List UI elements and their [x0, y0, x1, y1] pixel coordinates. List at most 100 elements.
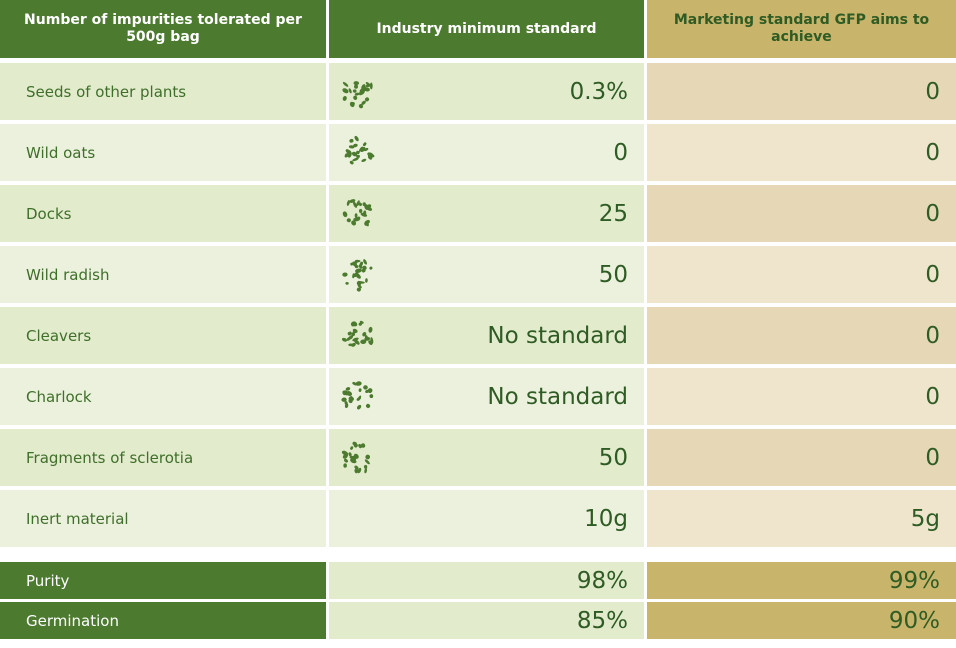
seed	[354, 212, 358, 218]
seed	[369, 266, 373, 270]
seed	[365, 277, 368, 283]
seed	[344, 400, 348, 405]
seed	[366, 403, 371, 408]
summary-label: Germination	[0, 602, 326, 639]
seed	[358, 202, 363, 206]
seed	[357, 280, 365, 284]
gfp-value: 0	[647, 246, 956, 303]
seed	[352, 381, 357, 385]
seed	[366, 206, 373, 211]
seed	[353, 143, 358, 147]
seed	[356, 150, 360, 154]
seed	[352, 272, 355, 278]
gfp-value: 0	[647, 185, 956, 242]
seed	[346, 336, 351, 341]
seed	[354, 465, 359, 470]
seed	[350, 101, 355, 105]
seed	[360, 442, 366, 448]
seed	[364, 334, 368, 339]
seed	[354, 468, 359, 473]
seed	[361, 268, 366, 272]
seed	[362, 141, 367, 146]
seed	[343, 462, 347, 468]
row-label: Cleavers	[0, 307, 326, 364]
seed	[356, 404, 362, 409]
industry-value: No standard	[329, 368, 644, 425]
industry-value: 0	[329, 124, 644, 181]
seed	[364, 467, 368, 473]
summary-label: Purity	[0, 562, 326, 599]
seed	[362, 201, 366, 206]
seed	[357, 283, 362, 288]
summary-industry: 98%	[329, 562, 644, 599]
seed	[356, 216, 361, 221]
seed	[348, 87, 352, 93]
seed	[348, 395, 353, 400]
seed	[352, 320, 358, 326]
seed	[346, 199, 350, 206]
seed	[362, 209, 367, 217]
summary-gfp: 90%	[647, 602, 956, 639]
industry-value: 10g	[329, 490, 644, 547]
seed	[359, 88, 364, 93]
seed-icon	[344, 135, 375, 164]
row-label: Wild oats	[0, 124, 326, 181]
industry-value: 50	[329, 246, 644, 303]
seed	[354, 135, 359, 141]
seed-icon	[341, 380, 374, 409]
seed	[341, 396, 347, 402]
seed	[352, 88, 357, 93]
seed-icon	[341, 441, 371, 473]
seed	[368, 326, 373, 333]
seed	[365, 84, 370, 88]
seed	[360, 339, 367, 344]
seed	[353, 95, 358, 100]
gfp-value: 0	[647, 429, 956, 486]
gfp-value: 5g	[647, 490, 956, 547]
seed	[357, 467, 362, 473]
seed	[344, 458, 348, 463]
row-label: Docks	[0, 185, 326, 242]
seed	[356, 287, 361, 292]
header-cell: Industry minimum standard	[329, 0, 644, 58]
seed	[361, 100, 366, 105]
gfp-value: 0	[647, 63, 956, 120]
seed	[355, 267, 362, 273]
seed	[362, 331, 367, 336]
seed	[358, 264, 363, 269]
seed	[369, 393, 374, 398]
seed	[342, 95, 347, 101]
seed	[348, 343, 354, 346]
seed	[358, 387, 362, 392]
seed	[370, 336, 374, 344]
seed	[344, 152, 349, 158]
row-label: Charlock	[0, 368, 326, 425]
industry-value: 50	[329, 429, 644, 486]
seed	[342, 390, 347, 395]
row-label: Wild radish	[0, 246, 326, 303]
seed	[356, 199, 360, 206]
seed	[363, 464, 368, 469]
seed	[349, 160, 354, 164]
seed	[352, 157, 359, 161]
seed	[347, 331, 352, 335]
seed	[352, 441, 357, 445]
seed	[368, 153, 375, 157]
seed	[354, 84, 359, 89]
seed	[356, 154, 360, 158]
seed	[355, 272, 361, 279]
seed	[355, 380, 362, 386]
seed	[342, 210, 348, 217]
header-cell: Number of impurities tolerated per 500g …	[0, 0, 326, 58]
seed	[363, 258, 367, 265]
seed	[351, 331, 356, 336]
seed-icon	[342, 198, 373, 226]
seed	[341, 337, 348, 342]
seed	[351, 151, 358, 156]
seed	[348, 144, 355, 148]
seed	[362, 86, 367, 91]
seed	[342, 87, 349, 93]
seed	[356, 396, 361, 401]
seed	[359, 320, 364, 324]
summary-gfp: 99%	[647, 562, 956, 599]
